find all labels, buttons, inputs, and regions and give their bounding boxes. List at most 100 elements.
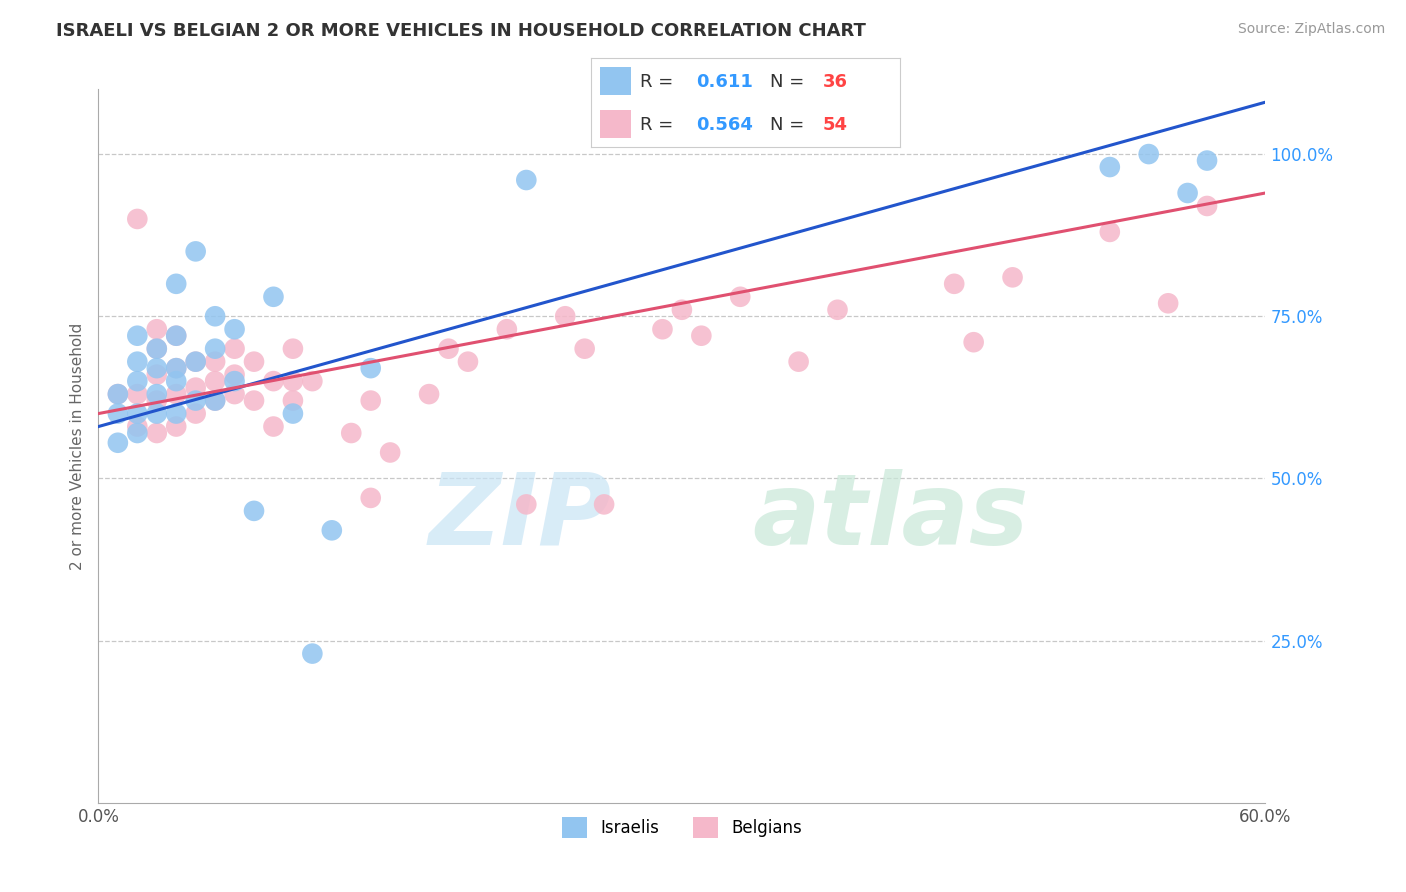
Point bbox=[340, 425, 363, 440]
Point bbox=[321, 524, 343, 538]
Point bbox=[146, 387, 169, 401]
Point bbox=[127, 374, 149, 388]
Text: N =: N = bbox=[770, 73, 804, 91]
Point bbox=[146, 361, 169, 376]
Y-axis label: 2 or more Vehicles in Household: 2 or more Vehicles in Household bbox=[69, 322, 84, 570]
Point bbox=[107, 387, 129, 401]
Text: 36: 36 bbox=[823, 73, 848, 91]
Point bbox=[204, 393, 226, 408]
Text: N =: N = bbox=[770, 116, 804, 134]
Point bbox=[146, 368, 169, 382]
Text: Source: ZipAtlas.com: Source: ZipAtlas.com bbox=[1237, 22, 1385, 37]
Text: 54: 54 bbox=[823, 116, 848, 134]
Text: 0.564: 0.564 bbox=[696, 116, 752, 134]
Point bbox=[243, 393, 266, 408]
Point bbox=[107, 435, 129, 450]
Point bbox=[127, 354, 149, 368]
Point bbox=[224, 342, 246, 356]
Point bbox=[360, 491, 382, 505]
Point bbox=[1137, 147, 1160, 161]
Point bbox=[1157, 296, 1180, 310]
Point bbox=[146, 425, 169, 440]
Point bbox=[224, 322, 246, 336]
Point bbox=[184, 354, 207, 368]
Point bbox=[243, 354, 266, 368]
Point bbox=[301, 647, 323, 661]
Point bbox=[787, 354, 810, 368]
Point bbox=[281, 407, 304, 421]
Point bbox=[165, 374, 187, 388]
Point bbox=[574, 342, 596, 356]
Point bbox=[457, 354, 479, 368]
Legend: Israelis, Belgians: Israelis, Belgians bbox=[555, 811, 808, 845]
Point bbox=[146, 342, 169, 356]
Point bbox=[165, 419, 187, 434]
Point bbox=[184, 381, 207, 395]
Point bbox=[515, 173, 537, 187]
Point bbox=[1098, 225, 1121, 239]
Point bbox=[360, 393, 382, 408]
Point bbox=[184, 244, 207, 259]
Point bbox=[243, 504, 266, 518]
Point bbox=[262, 374, 284, 388]
Point bbox=[127, 407, 149, 421]
Point bbox=[496, 322, 519, 336]
Point bbox=[127, 211, 149, 226]
Point bbox=[127, 328, 149, 343]
Text: ISRAELI VS BELGIAN 2 OR MORE VEHICLES IN HOUSEHOLD CORRELATION CHART: ISRAELI VS BELGIAN 2 OR MORE VEHICLES IN… bbox=[56, 22, 866, 40]
Point bbox=[146, 393, 169, 408]
Point bbox=[554, 310, 576, 324]
Point bbox=[204, 374, 226, 388]
Point bbox=[146, 407, 169, 421]
Point bbox=[165, 361, 187, 376]
Point bbox=[204, 393, 226, 408]
Text: R =: R = bbox=[640, 116, 673, 134]
Point bbox=[651, 322, 673, 336]
Point bbox=[165, 361, 187, 376]
Text: R =: R = bbox=[640, 73, 673, 91]
Point bbox=[1195, 153, 1218, 168]
Point bbox=[281, 393, 304, 408]
Point bbox=[204, 310, 226, 324]
Point bbox=[1195, 199, 1218, 213]
Bar bbox=[600, 67, 631, 95]
Point bbox=[165, 328, 187, 343]
Point bbox=[204, 342, 226, 356]
Point bbox=[224, 387, 246, 401]
Point bbox=[281, 342, 304, 356]
Text: 0.611: 0.611 bbox=[696, 73, 752, 91]
Point bbox=[360, 361, 382, 376]
Point bbox=[593, 497, 616, 511]
Point bbox=[1001, 270, 1024, 285]
Point bbox=[224, 374, 246, 388]
Point bbox=[262, 290, 284, 304]
Point bbox=[262, 419, 284, 434]
Point bbox=[515, 497, 537, 511]
Point bbox=[1098, 160, 1121, 174]
Text: atlas: atlas bbox=[752, 469, 1028, 566]
Point bbox=[184, 393, 207, 408]
Point bbox=[827, 302, 849, 317]
Point bbox=[690, 328, 713, 343]
Point bbox=[418, 387, 440, 401]
Bar bbox=[600, 110, 631, 138]
Point bbox=[204, 354, 226, 368]
Point bbox=[165, 328, 187, 343]
Point bbox=[962, 335, 984, 350]
Point bbox=[127, 419, 149, 434]
Point bbox=[107, 387, 129, 401]
Point bbox=[184, 407, 207, 421]
Text: ZIP: ZIP bbox=[429, 469, 612, 566]
Point bbox=[107, 407, 129, 421]
Point bbox=[184, 354, 207, 368]
Point bbox=[127, 425, 149, 440]
Point bbox=[127, 387, 149, 401]
Point bbox=[146, 322, 169, 336]
Point bbox=[437, 342, 460, 356]
Point bbox=[146, 342, 169, 356]
Point bbox=[165, 277, 187, 291]
Point bbox=[281, 374, 304, 388]
Point bbox=[165, 387, 187, 401]
Point bbox=[165, 407, 187, 421]
Point bbox=[730, 290, 752, 304]
